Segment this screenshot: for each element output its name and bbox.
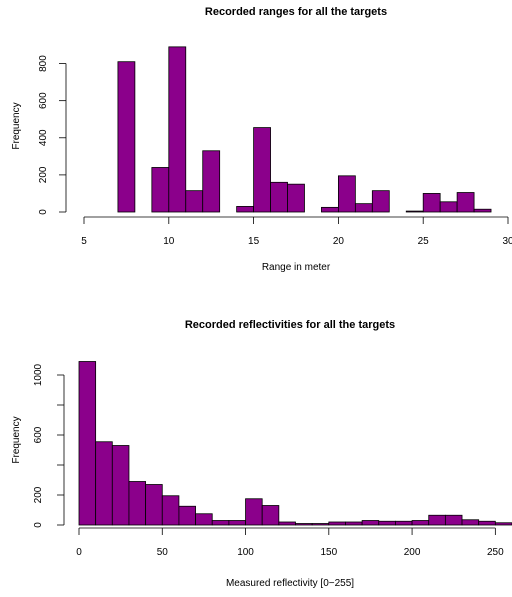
- histogram-bar: [151, 167, 170, 213]
- y-tick-label: 400: [38, 129, 49, 146]
- x-tick-label: 200: [404, 547, 421, 558]
- histogram-bar: [428, 514, 446, 526]
- x-tick-label: 50: [157, 547, 169, 558]
- histogram-bar: [378, 520, 396, 526]
- y-tick-label: 1000: [33, 363, 44, 386]
- histogram-bar: [128, 481, 147, 526]
- histogram-bar: [161, 495, 180, 526]
- histogram-bar: [456, 192, 475, 213]
- histogram-bar: [195, 513, 213, 526]
- x-tick-label: 15: [248, 236, 260, 247]
- x-tick-label: 20: [333, 236, 345, 247]
- histogram-bar: [405, 210, 424, 213]
- x-tick-label: 5: [81, 236, 87, 247]
- histogram-bar: [439, 201, 458, 213]
- x-tick-label: 250: [487, 547, 504, 558]
- histogram-bar: [473, 208, 492, 213]
- x-tick-label: 25: [418, 236, 430, 247]
- histogram-bar: [202, 150, 221, 213]
- histogram-bar: [145, 484, 163, 526]
- x-tick-label: 0: [76, 547, 82, 558]
- x-axis: 5 10 15 20 25 30: [81, 216, 512, 247]
- histogram-bar: [444, 514, 463, 526]
- y-axis: 0 200 400 600 800: [38, 55, 67, 215]
- histogram-bar: [185, 190, 204, 213]
- y-tick-label: 600: [33, 426, 44, 443]
- histogram-bar: [245, 498, 263, 526]
- range-histogram: Recorded ranges for all the targets Rang…: [11, 6, 512, 273]
- histogram-bar: [337, 175, 356, 213]
- histogram-bar: [78, 361, 97, 526]
- y-tick-label: 800: [38, 55, 49, 72]
- histogram-bar: [236, 206, 254, 213]
- histogram-bar: [478, 520, 496, 526]
- y-tick-label: 0: [38, 209, 49, 215]
- x-tick-label: 30: [502, 236, 512, 247]
- histogram-bar: [354, 203, 373, 213]
- y-axis-label: Frequency: [11, 102, 22, 149]
- histogram-bar: [371, 190, 390, 213]
- histogram-bar: [494, 522, 512, 526]
- histogram-bar: [111, 445, 130, 526]
- y-tick-label: 200: [38, 166, 49, 183]
- histogram-bar: [321, 206, 339, 213]
- y-tick-label: 0: [33, 522, 44, 528]
- histogram-bar: [295, 523, 313, 526]
- x-axis: 0 50 100 150 200 250: [76, 527, 504, 558]
- histogram-bar: [178, 505, 196, 526]
- x-tick-label: 10: [163, 236, 175, 247]
- histogram-bar: [261, 505, 280, 526]
- histogram-bar: [361, 520, 380, 526]
- histogram-bar: [228, 520, 246, 526]
- bar-group: [78, 361, 512, 526]
- chart-title: Recorded ranges for all the targets: [205, 6, 387, 18]
- x-tick-label: 150: [320, 547, 337, 558]
- histogram-bar: [422, 193, 441, 213]
- histogram-bar: [328, 521, 346, 526]
- histogram-bar: [395, 520, 413, 526]
- histogram-bar: [278, 521, 296, 526]
- y-axis-label: Frequency: [11, 416, 22, 463]
- y-axis: 0 200 600 1000: [33, 363, 65, 528]
- histogram-bar: [270, 181, 288, 213]
- y-tick-label: 200: [33, 486, 44, 503]
- histogram-bar: [461, 519, 480, 526]
- x-axis-label: Range in meter: [262, 262, 331, 273]
- histogram-bar: [253, 127, 271, 213]
- histogram-bar: [95, 441, 113, 526]
- reflectivity-histogram: Recorded reflectivities for all the targ…: [11, 319, 512, 589]
- histogram-bar: [211, 520, 230, 526]
- histogram-bar: [411, 520, 430, 526]
- x-tick-label: 100: [237, 547, 254, 558]
- y-tick-label: 600: [38, 92, 49, 109]
- chart-title: Recorded reflectivities for all the targ…: [185, 319, 395, 331]
- histogram-bar: [345, 521, 363, 526]
- histogram-bar: [117, 61, 136, 213]
- bar-group: [117, 46, 492, 213]
- histogram-bar: [168, 46, 187, 213]
- x-axis-label: Measured reflectivity [0−255]: [226, 578, 354, 589]
- histogram-bar: [311, 523, 330, 526]
- histogram-bar: [287, 183, 305, 213]
